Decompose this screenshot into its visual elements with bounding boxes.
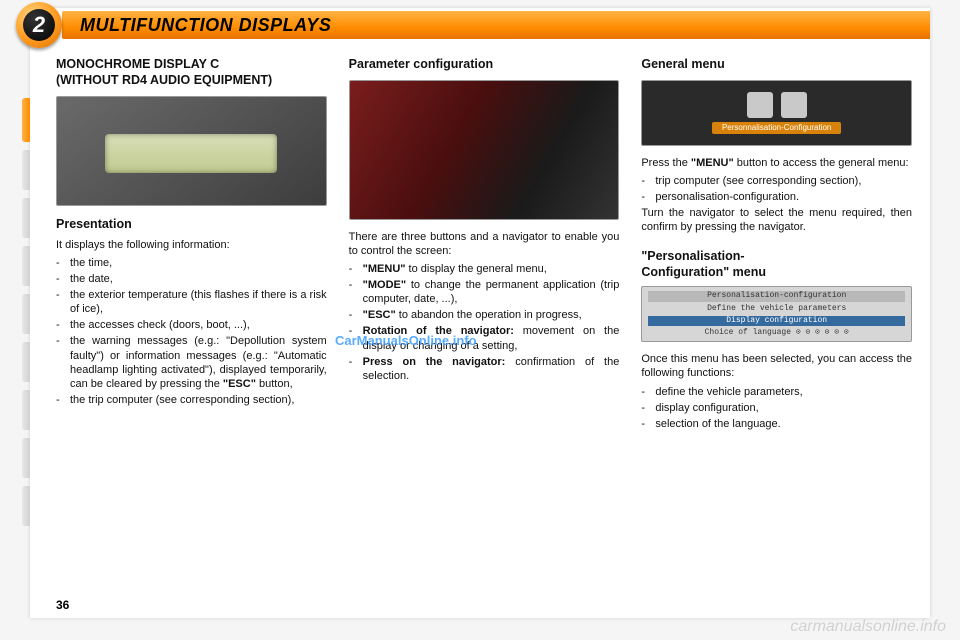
col3-p3: Once this menu has been selected, you ca… <box>641 352 912 380</box>
controls-list: "MENU" to display the general menu, "MODE… <box>349 262 620 383</box>
panel-icon <box>747 92 773 118</box>
presentation-list: the time, the date, the exterior temperatu… <box>56 256 327 407</box>
col3-heading1: General menu <box>641 56 912 72</box>
list-item: deﬁne the vehicle parameters, <box>641 385 912 399</box>
menu-line-selected: Display configuration <box>648 316 905 326</box>
col2-heading: Parameter conﬁguration <box>349 56 620 72</box>
menu-line: Define the vehicle parameters <box>648 304 905 314</box>
text: Press the <box>641 157 691 169</box>
list-item: the exterior temperature (this ﬂashes if… <box>56 288 327 316</box>
side-tab <box>22 486 30 526</box>
side-tab <box>22 390 30 430</box>
list-item: the time, <box>56 256 327 270</box>
panel-icon <box>781 92 807 118</box>
col1-heading-line2: (WITHOUT RD4 AUDIO EQUIPMENT) <box>56 73 272 87</box>
list-item: personalisation-conﬁguration. <box>641 190 912 204</box>
side-tab <box>22 150 30 190</box>
col1-heading: MONOCHROME DISPLAY C (WITHOUT RD4 AUDIO … <box>56 56 327 88</box>
side-tab <box>22 294 30 334</box>
column-1: MONOCHROME DISPLAY C (WITHOUT RD4 AUDIO … <box>56 56 327 596</box>
list-item: the accesses check (doors, boot, ...), <box>56 318 327 332</box>
col3-heading2: "Personalisation- Conﬁguration" menu <box>641 248 912 280</box>
col3-p2: Turn the navigator to select the menu re… <box>641 206 912 234</box>
column-2: Parameter conﬁguration There are three b… <box>349 56 620 596</box>
page-title: MULTIFUNCTION DISPLAYS <box>62 11 930 39</box>
side-tabs <box>22 98 30 534</box>
col3-p1: Press the "MENU" button to access the ge… <box>641 156 912 170</box>
presentation-intro: It displays the following information: <box>56 238 327 252</box>
menu-line: Choice of language ⊙ ⊙ ⊙ ⊙ ⊙ ⊙ <box>648 328 905 338</box>
menu-header-line: Personalisation-configuration <box>648 291 905 301</box>
config-functions-list: deﬁne the vehicle parameters, display con… <box>641 385 912 431</box>
side-tab-active <box>22 98 30 142</box>
page-header: 2 MULTIFUNCTION DISPLAYS <box>30 8 930 42</box>
list-item: trip computer (see corresponding section… <box>641 174 912 188</box>
page-number: 36 <box>56 598 69 612</box>
heading2-line1: "Personalisation- <box>641 249 744 263</box>
manual-page: 2 MULTIFUNCTION DISPLAYS MONOCHROME DISP… <box>30 8 930 618</box>
heading2-line2: Conﬁguration" menu <box>641 265 766 279</box>
list-item: "MODE" to change the permanent applicati… <box>349 278 620 306</box>
col2-intro: There are three buttons and a navigator … <box>349 230 620 258</box>
panel-strip-label: Personnalisation-Configuration <box>712 122 841 134</box>
dashboard-display-photo <box>56 96 327 206</box>
content-columns: MONOCHROME DISPLAY C (WITHOUT RD4 AUDIO … <box>56 56 912 596</box>
list-item: Rotation of the navigator: movement on t… <box>349 324 620 352</box>
side-tab <box>22 438 30 478</box>
general-menu-screenshot: Personnalisation-Configuration <box>641 80 912 146</box>
side-tab <box>22 246 30 286</box>
side-tab <box>22 342 30 382</box>
general-menu-list: trip computer (see corresponding section… <box>641 174 912 204</box>
menu-bold: "MENU" <box>691 157 734 169</box>
center-console-photo <box>349 80 620 220</box>
list-item: "MENU" to display the general menu, <box>349 262 620 276</box>
watermark-footer: carmanualsonline.info <box>790 618 946 636</box>
col1-heading-line1: MONOCHROME DISPLAY C <box>56 57 219 71</box>
list-item: the date, <box>56 272 327 286</box>
list-item: display conﬁguration, <box>641 401 912 415</box>
list-item: the trip computer (see corresponding sec… <box>56 393 327 407</box>
chapter-badge: 2 <box>16 2 62 48</box>
side-tab <box>22 198 30 238</box>
list-item: selection of the language. <box>641 417 912 431</box>
list-item: Press on the navigator: conﬁrmation of t… <box>349 355 620 383</box>
presentation-title: Presentation <box>56 216 327 232</box>
list-item: "ESC" to abandon the operation in progre… <box>349 308 620 322</box>
text: button to access the general menu: <box>734 157 909 169</box>
column-3: General menu Personnalisation-Configurat… <box>641 56 912 596</box>
config-menu-screenshot: Personalisation-configuration Define the… <box>641 286 912 342</box>
list-item: the warning messages (e.g.: "Depollution… <box>56 334 327 390</box>
chapter-number: 2 <box>23 9 55 41</box>
